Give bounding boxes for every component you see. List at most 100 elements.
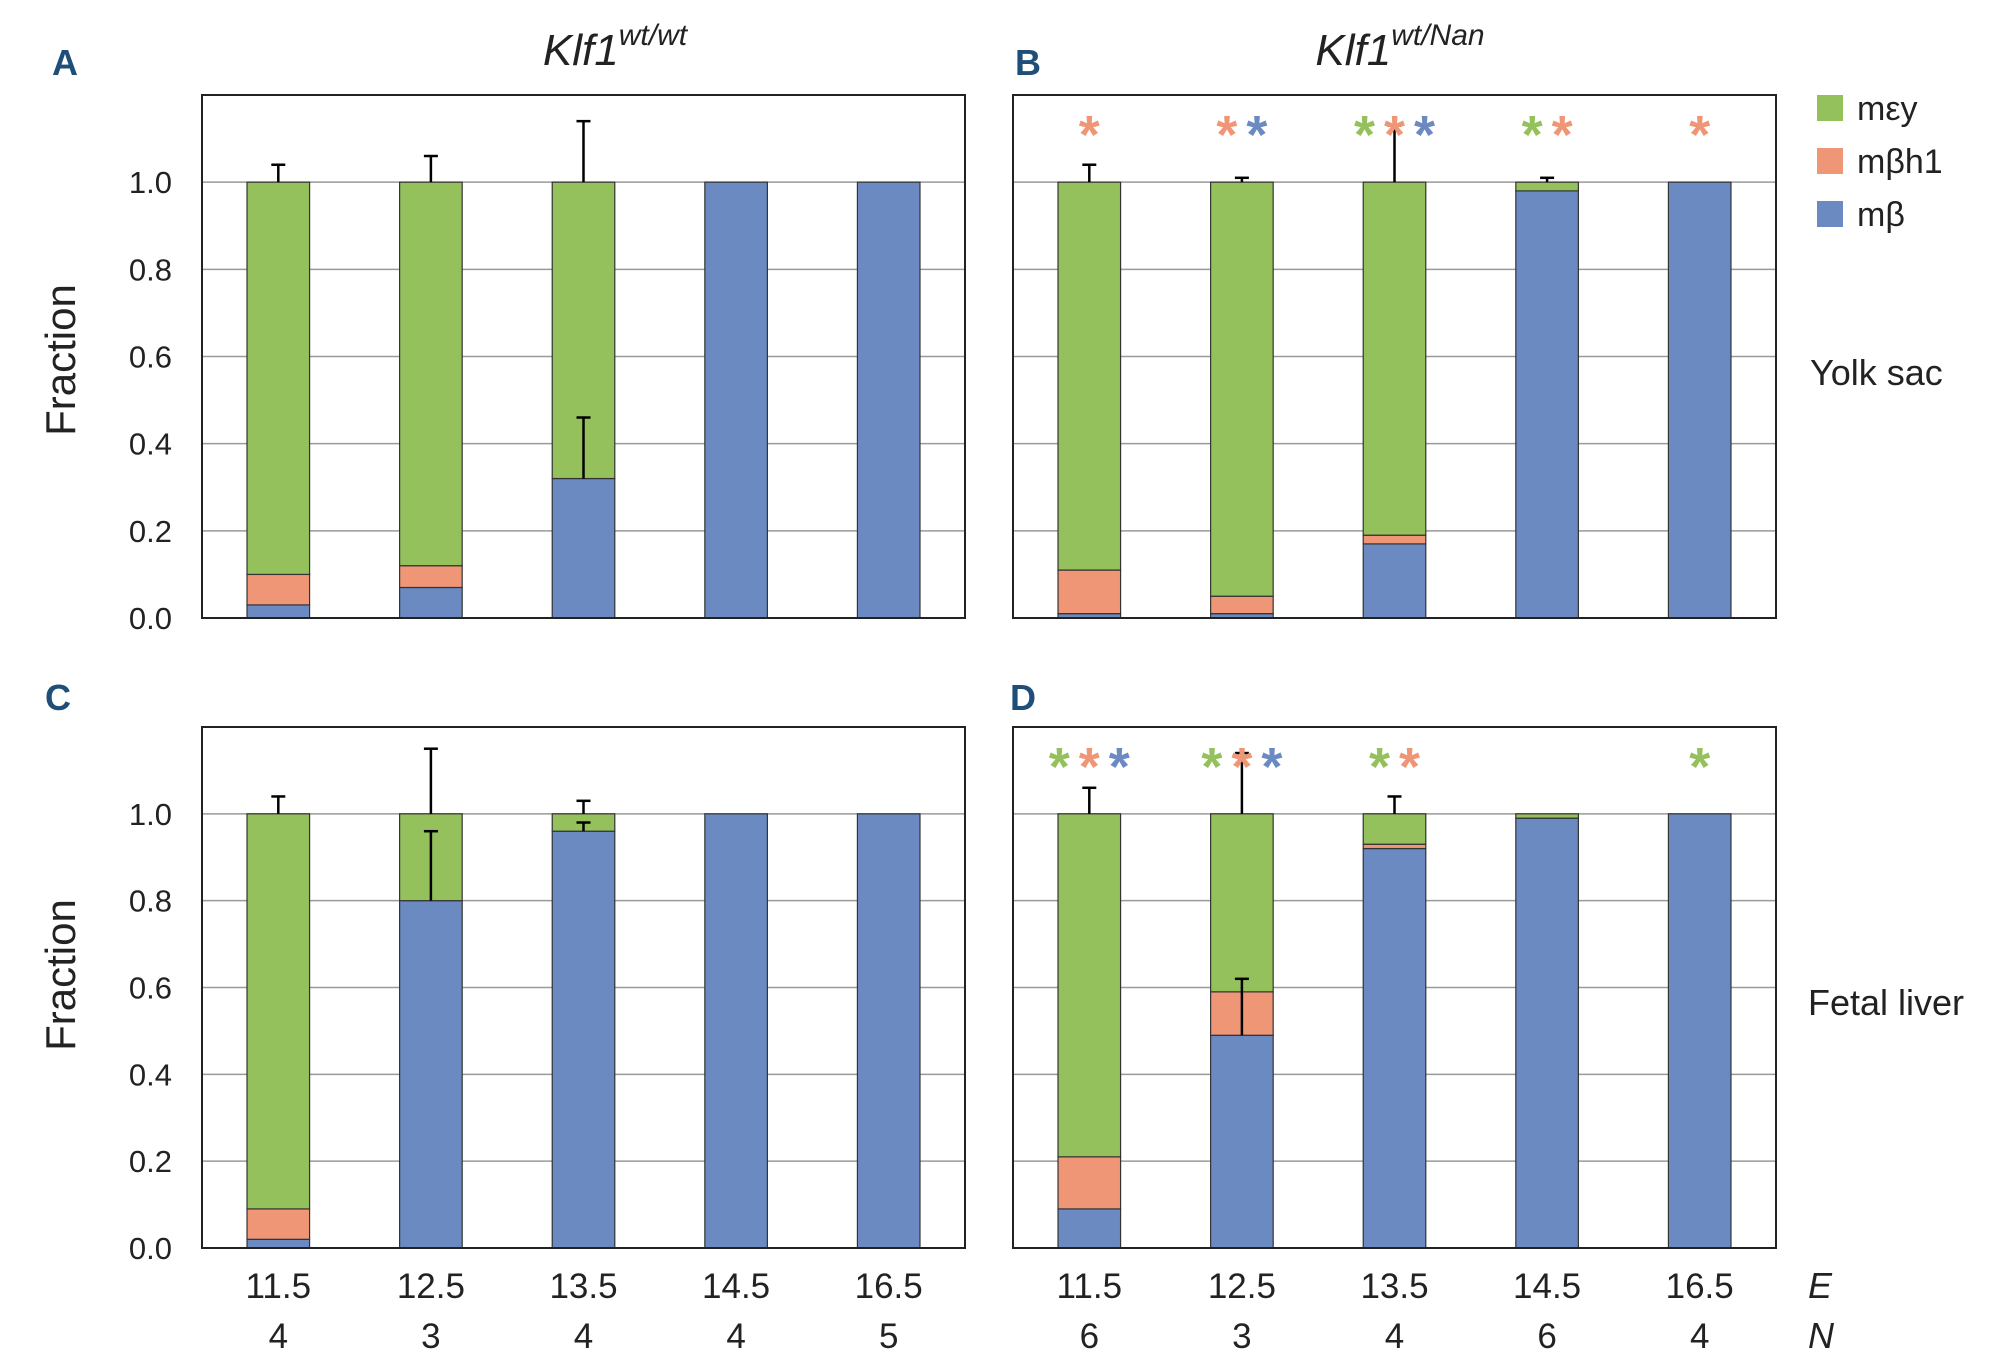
bar-segment: [246, 1238, 311, 1249]
bar-segment: [1667, 181, 1732, 619]
significance-star: *: [1689, 737, 1710, 797]
significance-star: *: [1354, 105, 1375, 165]
bar-segment: [1362, 813, 1427, 845]
y-axis-label-top: Fraction: [37, 284, 84, 436]
bar-segment: [1057, 813, 1122, 1158]
panel-b: B* * * * * * * * *: [1012, 42, 1777, 619]
bar-segment: [704, 181, 768, 619]
significance-star: *: [1216, 105, 1237, 165]
x-tick-label-e: 13.5: [549, 1267, 617, 1306]
x-tick-label-e: 11.5: [1057, 1267, 1123, 1306]
significance-star: *: [1246, 105, 1267, 165]
bar-segment: [399, 586, 463, 619]
y-tick-label: 0.8: [129, 252, 172, 287]
panel-letter-a: A: [52, 42, 78, 83]
row-label-fetal-liver: Fetal liver: [1808, 982, 1964, 1023]
bar-segment: [1210, 813, 1274, 993]
row-label-yolk-sac: Yolk sac: [1810, 352, 1943, 393]
bar-segment: [1515, 190, 1579, 619]
bar-segment: [246, 573, 311, 606]
bar-segment: [1667, 813, 1732, 1249]
column-title-wt-nan: Klf1wt/Nan: [1315, 19, 1484, 75]
bar-segment: [399, 900, 463, 1249]
panel-frame: [201, 94, 966, 619]
bar-segment: [1362, 543, 1427, 619]
bar-segment: [1057, 569, 1122, 615]
bar-segment: [1210, 1034, 1274, 1249]
legend: mεy mβh1 mβ: [1817, 90, 1943, 234]
panel-c: C 0.0 0.2 0.4 0.6 0.8 1.0 11.5 4 12.5 3 13.5 4 14.5 4 1…: [45, 677, 966, 1356]
bar-segment: [1362, 181, 1427, 536]
y-tick-label: 0.6: [129, 971, 172, 1006]
bar-segment: [1362, 847, 1427, 1249]
x-tick-label-n: 6: [1080, 1317, 1099, 1356]
column-title-wt-wt: Klf1wt/wt: [543, 19, 689, 75]
bar-segment: [1515, 181, 1579, 192]
bar-segment: [1057, 181, 1122, 571]
legend-swatch-mey: [1817, 95, 1843, 121]
x-tick-label-e: 12.5: [1208, 1267, 1276, 1306]
x-tick-label-e: 13.5: [1360, 1267, 1428, 1306]
bar-segment: [399, 181, 463, 567]
x-tick-label-n: 3: [1232, 1317, 1251, 1356]
significance-star: *: [1414, 105, 1435, 165]
x-tick-label-n: 6: [1537, 1317, 1556, 1356]
panel-letter-c: C: [45, 677, 71, 718]
legend-swatch-mb: [1817, 201, 1843, 227]
significance-star: *: [1552, 105, 1573, 165]
bar-segment: [1362, 843, 1427, 850]
significance-star: *: [1079, 105, 1100, 165]
panel-frame: [201, 726, 966, 1249]
x-tick-label-e: 16.5: [1666, 1267, 1734, 1306]
panel-letter-d: D: [1010, 677, 1036, 718]
x-tick-label-n: 5: [879, 1317, 898, 1356]
y-tick-label: 0.0: [129, 601, 172, 636]
legend-swatch-mbh1: [1817, 148, 1843, 174]
bar-segment: [856, 181, 921, 619]
y-tick-label: 0.2: [129, 1144, 172, 1179]
bar-segment: [246, 1208, 311, 1240]
significance-star: *: [1201, 737, 1222, 797]
significance-star: *: [1261, 737, 1282, 797]
y-tick-label: 1.0: [129, 797, 172, 832]
significance-star: *: [1079, 737, 1100, 797]
y-tick-label: 0.6: [129, 340, 172, 375]
x-tick-label-n: 3: [421, 1317, 440, 1356]
panel-a: A 0.0 0.2 0.4 0.6 0.8 1.0: [52, 42, 966, 636]
bar-segment: [704, 813, 768, 1249]
bar-segment: [246, 813, 311, 1210]
bar-segment: [1210, 595, 1274, 615]
significance-star: *: [1384, 105, 1405, 165]
significance-star: *: [1522, 105, 1543, 165]
x-tick-label-n: 4: [269, 1317, 288, 1356]
x-tick-label-e: 14.5: [702, 1267, 770, 1306]
x-tick-label-n: 4: [726, 1317, 745, 1356]
significance-star: *: [1689, 105, 1710, 165]
bar-segment: [1057, 1156, 1122, 1210]
x-tick-label-e: 14.5: [1513, 1267, 1581, 1306]
panel-frame: [1012, 94, 1777, 619]
panel-frame: [1012, 726, 1777, 1249]
y-tick-label: 0.2: [129, 514, 172, 549]
bar-segment: [551, 830, 616, 1249]
y-axis-label-bottom: Fraction: [37, 899, 84, 1051]
significance-star: *: [1369, 737, 1390, 797]
x-tick-label-n: 4: [1385, 1317, 1404, 1356]
bar-segment: [856, 813, 921, 1249]
bar-segment: [1515, 813, 1579, 819]
bar-segment: [551, 477, 616, 619]
y-tick-label: 0.4: [129, 427, 172, 462]
y-tick-label: 0.0: [129, 1231, 172, 1266]
bar-segment: [399, 565, 463, 589]
x-tick-label-n: 4: [1690, 1317, 1709, 1356]
x-tick-label-e: 11.5: [246, 1267, 312, 1306]
legend-label-mbh1: mβh1: [1857, 143, 1943, 181]
x-axis-name-n: N: [1808, 1315, 1835, 1356]
panels-layer: A0.00.20.40.60.81.0B* * * * * * * * *C0.00.20.40…: [45, 42, 1777, 1356]
significance-star: *: [1049, 737, 1070, 797]
bar-segment: [1362, 534, 1427, 545]
bar-segment: [1057, 1208, 1122, 1249]
significance-star: *: [1109, 737, 1130, 797]
